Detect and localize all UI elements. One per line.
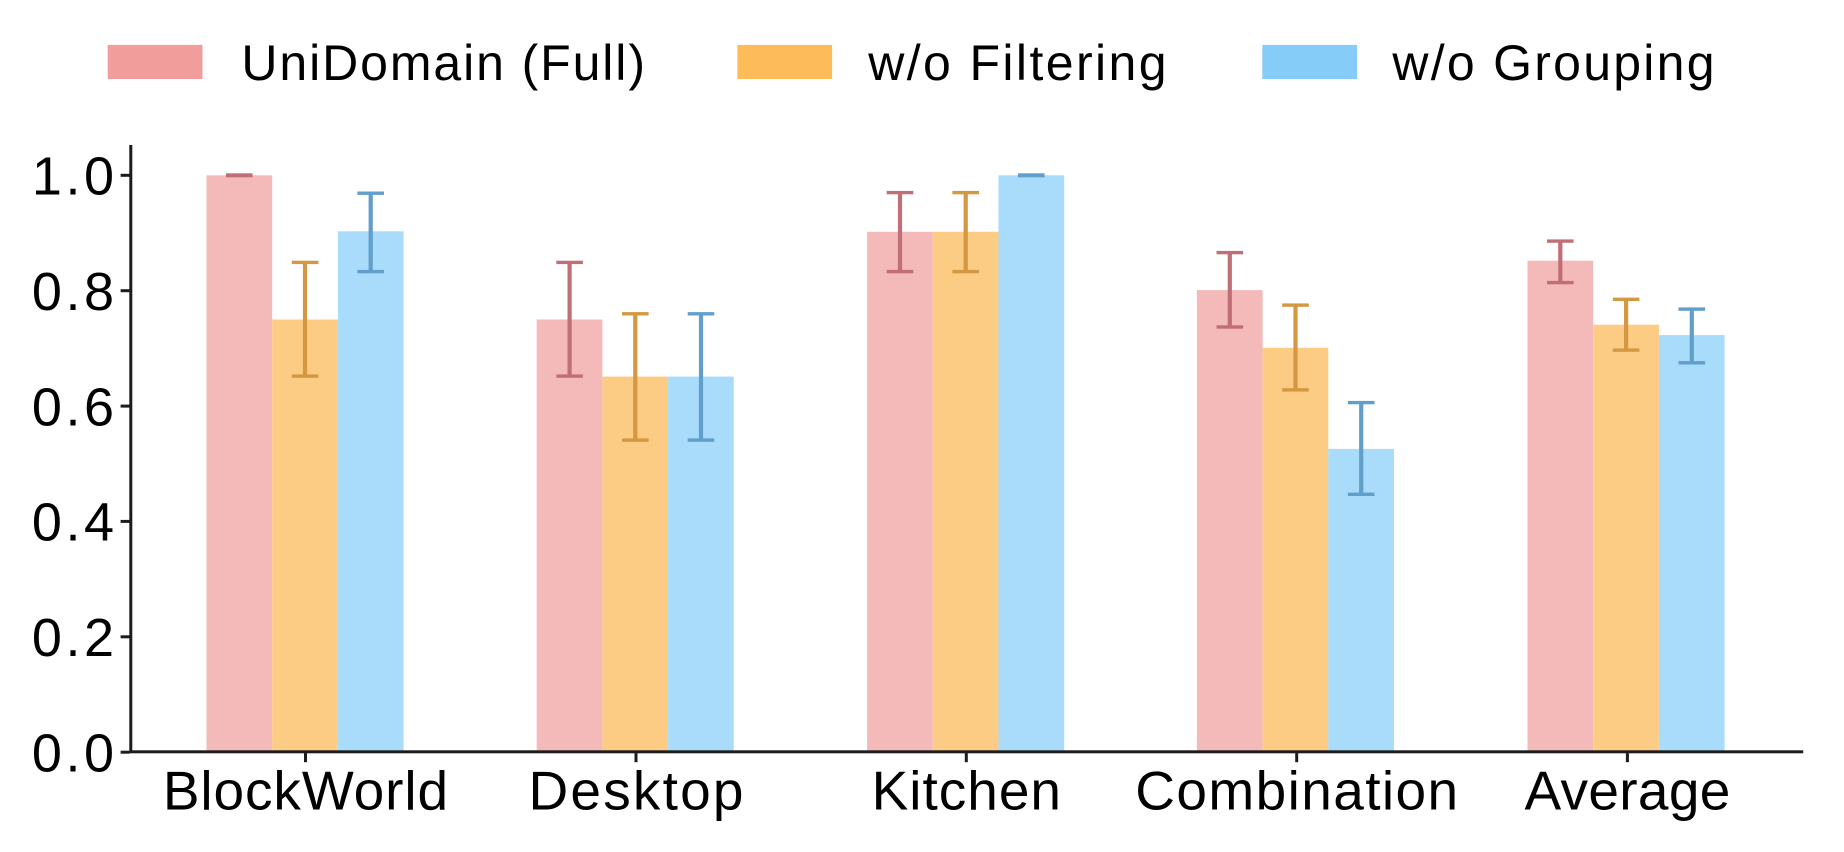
svg-text:1.0: 1.0 xyxy=(32,147,118,207)
svg-text:0.0: 0.0 xyxy=(32,723,118,783)
svg-text:Average: Average xyxy=(1524,760,1730,822)
svg-text:0.4: 0.4 xyxy=(32,493,118,553)
svg-text:Desktop: Desktop xyxy=(529,760,746,822)
svg-text:w/o Filtering: w/o Filtering xyxy=(867,35,1169,91)
svg-text:0.8: 0.8 xyxy=(32,262,118,322)
svg-text:0.6: 0.6 xyxy=(32,377,118,437)
svg-text:Kitchen: Kitchen xyxy=(872,760,1062,822)
svg-text:w/o Grouping: w/o Grouping xyxy=(1391,35,1716,91)
svg-text:UniDomain (Full): UniDomain (Full) xyxy=(241,35,646,91)
svg-text:BlockWorld: BlockWorld xyxy=(163,760,449,822)
svg-text:Combination: Combination xyxy=(1135,760,1459,822)
svg-text:0.2: 0.2 xyxy=(32,608,118,668)
